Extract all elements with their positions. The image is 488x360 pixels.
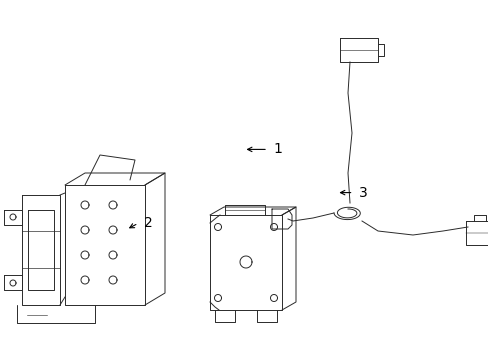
Text: 3: 3 — [359, 186, 367, 199]
Text: 2: 2 — [144, 216, 153, 230]
Text: 1: 1 — [273, 143, 282, 156]
